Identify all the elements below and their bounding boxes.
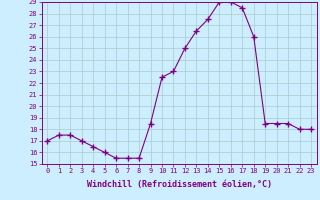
X-axis label: Windchill (Refroidissement éolien,°C): Windchill (Refroidissement éolien,°C) [87,180,272,189]
